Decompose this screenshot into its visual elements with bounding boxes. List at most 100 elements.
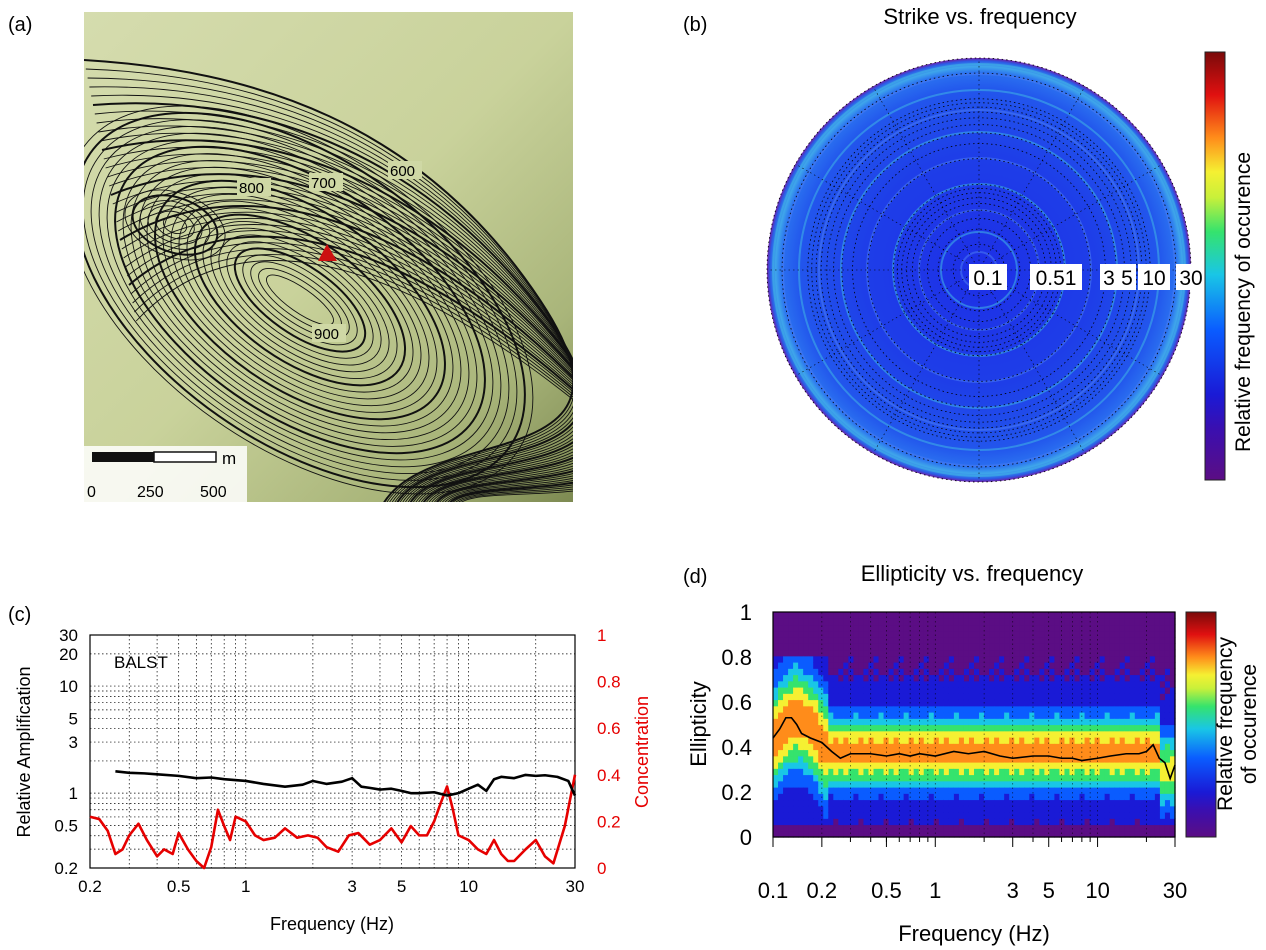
heat-cell <box>1034 830 1040 838</box>
heat-cell <box>838 718 844 726</box>
heat-cell <box>943 718 950 726</box>
heat-cell <box>943 649 950 657</box>
heat-cell <box>1059 612 1066 619</box>
heat-cell <box>813 805 819 813</box>
heat-cell <box>853 693 860 701</box>
heat-cell <box>1104 737 1111 744</box>
heat-cell <box>984 693 990 701</box>
strike-ring <box>866 157 1092 383</box>
heat-cell <box>863 718 870 726</box>
heat-cell <box>1124 805 1131 813</box>
heat-cell <box>1064 818 1071 826</box>
heat-cell <box>823 693 829 701</box>
heat-cell <box>1039 612 1045 619</box>
heat-cell <box>903 774 910 782</box>
heat-cell <box>908 768 915 776</box>
heat-cell <box>1014 818 1020 826</box>
heat-cell <box>974 655 980 663</box>
heat-cell <box>994 830 1000 838</box>
station-marker <box>318 244 337 261</box>
heat-cell <box>1119 655 1126 663</box>
heat-cell <box>1144 662 1151 669</box>
heat-cell <box>1144 787 1151 794</box>
heat-cell <box>873 780 880 788</box>
heat-cell <box>994 680 1000 688</box>
heat-cell <box>1134 824 1141 832</box>
heat-cell <box>803 774 809 782</box>
heat-cell <box>778 830 784 838</box>
heat-cell <box>913 693 920 701</box>
heat-cell <box>1029 618 1035 626</box>
heat-cell <box>918 618 925 626</box>
heat-cell <box>1059 793 1066 801</box>
heat-cell <box>1124 787 1131 794</box>
heat-cell <box>968 762 975 769</box>
heat-cell <box>923 662 930 669</box>
heat-cell <box>848 649 854 657</box>
heat-cell <box>984 649 990 657</box>
heat-cell <box>903 618 910 626</box>
heat-cell <box>1099 805 1106 813</box>
heat-cell <box>1164 743 1171 751</box>
heat-cell <box>858 637 865 644</box>
heat-cell <box>963 699 970 707</box>
heat-cell <box>1049 730 1055 738</box>
heat-cell <box>818 662 824 669</box>
heat-cell <box>943 624 950 632</box>
heat-cell <box>979 768 985 776</box>
heat-cell <box>833 730 839 738</box>
heat-cell <box>1104 830 1111 838</box>
heat-cell <box>963 768 970 776</box>
heat-cell <box>1114 712 1121 719</box>
heat-cell <box>1059 630 1066 638</box>
heat-cell <box>979 749 985 757</box>
heat-cell <box>1099 655 1106 663</box>
heat-cell <box>888 618 895 626</box>
heat-cell <box>773 824 779 832</box>
heat-cell <box>938 612 945 619</box>
heat-cell <box>1034 668 1040 676</box>
heat-cell <box>1139 712 1146 719</box>
contour-line <box>130 242 573 502</box>
heat-cell <box>793 762 799 769</box>
heat-cell <box>1019 662 1025 669</box>
heat-cell <box>1164 699 1171 707</box>
heat-cell <box>1019 724 1025 732</box>
heat-cell <box>1004 693 1010 701</box>
heat-cell <box>1099 830 1106 838</box>
heat-cell <box>1054 805 1061 813</box>
heat-cell <box>783 637 789 644</box>
heat-cell <box>958 674 965 682</box>
heat-cell <box>913 799 920 807</box>
heat-cell <box>999 799 1005 807</box>
heat-cell <box>1074 799 1081 807</box>
heat-cell <box>893 730 900 738</box>
heat-cell <box>788 818 794 826</box>
heat-cell <box>1154 637 1161 644</box>
polar-grid-spoke <box>872 269 980 454</box>
heat-cell <box>893 649 900 657</box>
heat-cell <box>1054 612 1061 619</box>
heat-cell <box>1129 762 1136 769</box>
heat-cell <box>938 643 945 651</box>
heat-cell <box>1049 830 1055 838</box>
heat-cell <box>994 718 1000 726</box>
heat-cell <box>1049 649 1055 657</box>
heat-cell <box>1144 712 1151 719</box>
heat-cell <box>1139 805 1146 813</box>
heat-cell <box>933 693 940 701</box>
heat-cell <box>1099 693 1106 701</box>
heat-cell <box>893 668 900 676</box>
heat-cell <box>1069 662 1076 669</box>
heat-cell <box>903 718 910 726</box>
heat-cell <box>1169 730 1176 738</box>
heat-cell <box>1064 737 1071 744</box>
heat-cell <box>773 699 779 707</box>
contour-line <box>242 254 358 346</box>
heat-cell <box>773 618 779 626</box>
heat-cell <box>1099 612 1106 619</box>
heat-cell <box>833 818 839 826</box>
heat-cell <box>1134 718 1141 726</box>
heat-cell <box>793 674 799 682</box>
heat-cell <box>1059 624 1066 632</box>
